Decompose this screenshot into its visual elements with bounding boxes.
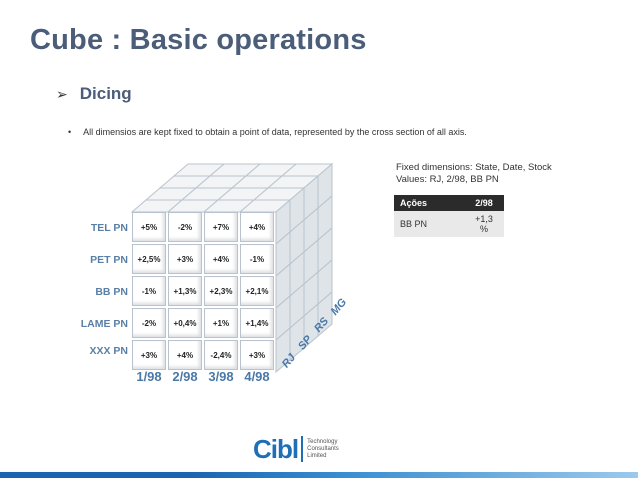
bullet-text: Dicing bbox=[79, 84, 132, 103]
logo-sub-line: Technology bbox=[307, 438, 338, 445]
cube-cell: +1,4% bbox=[240, 308, 274, 338]
cube-cell: +4% bbox=[204, 244, 238, 274]
row-label: TEL PN bbox=[90, 222, 128, 234]
fixed-values-line: Values: RJ, 2/98, BB PN bbox=[396, 174, 499, 185]
row-label: XXX PN bbox=[89, 345, 128, 357]
row-label: BB PN bbox=[95, 286, 128, 298]
table-cell: BB PN bbox=[394, 211, 464, 237]
cube-back-layers bbox=[130, 162, 334, 374]
cube-cell: +4% bbox=[240, 212, 274, 242]
cube-cell: -1% bbox=[132, 276, 166, 306]
column-label: 3/98 bbox=[208, 369, 234, 384]
footer-bar bbox=[0, 472, 638, 478]
cube-cell: +3% bbox=[240, 340, 274, 370]
column-label: 1/98 bbox=[136, 369, 162, 384]
cube-cell: +3% bbox=[168, 244, 202, 274]
cube-cell: -1% bbox=[240, 244, 274, 274]
company-logo: Cibl Technology Consultants Limited bbox=[253, 434, 339, 464]
table-header: Ações bbox=[394, 195, 464, 211]
cube-cell: -2% bbox=[168, 212, 202, 242]
slide-title: Cube : Basic operations bbox=[30, 24, 367, 56]
row-label: LAME PN bbox=[80, 318, 128, 330]
cube-cell: +3% bbox=[132, 340, 166, 370]
dot-bullet-icon: • bbox=[68, 127, 72, 137]
arrow-bullet-icon: ➢ bbox=[56, 86, 68, 102]
cube-cell: +1,3% bbox=[168, 276, 202, 306]
cube-cell: +0,4% bbox=[168, 308, 202, 338]
logo-divider bbox=[301, 436, 304, 462]
cube-cell: +1% bbox=[204, 308, 238, 338]
cube-cell: +2,5% bbox=[132, 244, 166, 274]
cube-cell: +2,3% bbox=[204, 276, 238, 306]
cube-cell: +2,1% bbox=[240, 276, 274, 306]
fixed-dimensions-line: Fixed dimensions: State, Date, Stock bbox=[396, 162, 552, 173]
sub-bullet: • All dimensios are kept fixed to obtain … bbox=[68, 127, 467, 137]
fixed-dimensions-note: Fixed dimensions: State, Date, Stock Val… bbox=[396, 162, 552, 186]
bullet-dicing: ➢ Dicing bbox=[56, 84, 132, 104]
cube-cell: -2,4% bbox=[204, 340, 238, 370]
logo-wordmark: Cibl bbox=[253, 433, 299, 464]
logo-subtitle: Technology Consultants Limited bbox=[307, 439, 339, 460]
cube-cell: -2% bbox=[132, 308, 166, 338]
result-table: Ações 2/98 BB PN +1,3 % bbox=[394, 195, 504, 237]
logo-sub-line: Consultants bbox=[307, 445, 339, 452]
cube-face bbox=[275, 326, 291, 374]
column-label: 2/98 bbox=[172, 369, 198, 384]
data-cube: +5% -2% +7% +4% +2,5% +3% +4% -1% -1% +1… bbox=[60, 155, 380, 385]
table-cell: +1,3 % bbox=[464, 211, 504, 237]
table-header: 2/98 bbox=[464, 195, 504, 211]
column-label: 4/98 bbox=[244, 369, 270, 384]
cube-cell: +5% bbox=[132, 212, 166, 242]
cube-cell: +7% bbox=[204, 212, 238, 242]
row-label: PET PN bbox=[90, 254, 128, 266]
table-header-row: Ações 2/98 bbox=[394, 195, 504, 211]
logo-sub-line: Limited bbox=[307, 452, 327, 459]
cube-cell: +4% bbox=[168, 340, 202, 370]
table-row: BB PN +1,3 % bbox=[394, 211, 504, 237]
sub-bullet-text: All dimensios are kept fixed to obtain a… bbox=[83, 127, 467, 137]
